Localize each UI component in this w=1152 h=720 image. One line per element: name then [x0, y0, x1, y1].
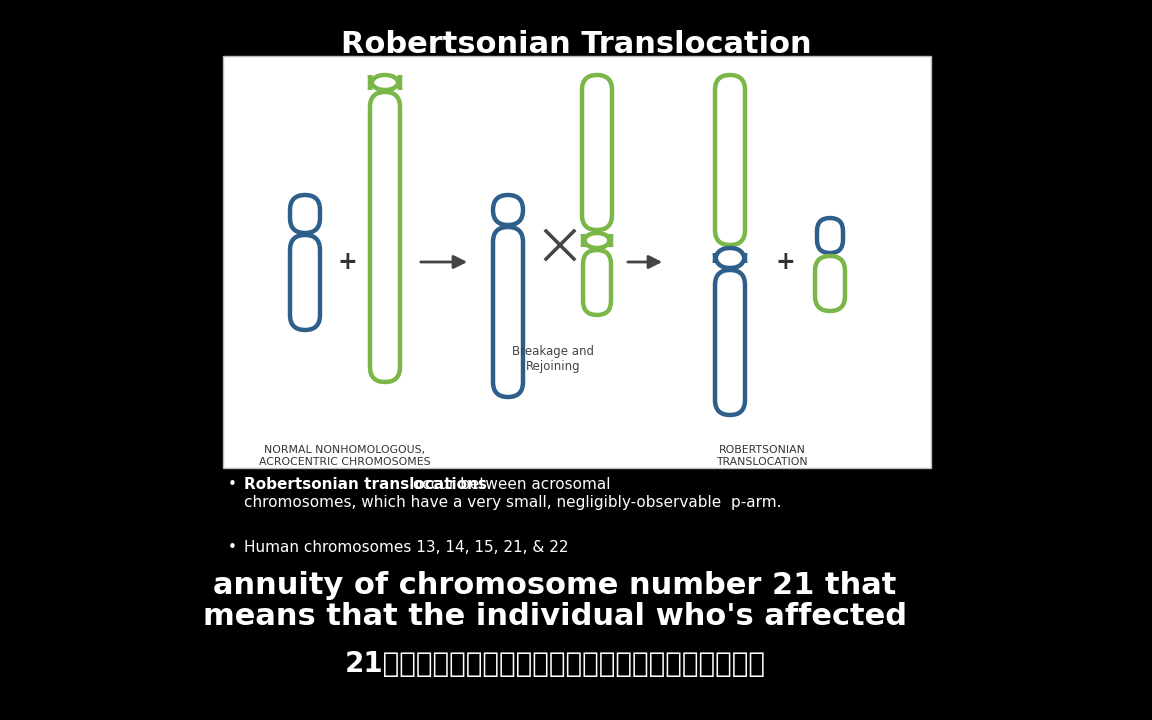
- Text: •: •: [228, 477, 237, 492]
- Text: ROBERTSONIAN
TRANSLOCATION: ROBERTSONIAN TRANSLOCATION: [717, 445, 808, 467]
- Text: Robertsonian Translocation: Robertsonian Translocation: [341, 30, 811, 59]
- Text: chromosomes, which have a very small, negligibly-observable  p-arm.: chromosomes, which have a very small, ne…: [244, 495, 781, 510]
- Text: means that the individual who's affected: means that the individual who's affected: [203, 602, 907, 631]
- Text: +: +: [775, 250, 795, 274]
- Text: annuity of chromosome number 21 that: annuity of chromosome number 21 that: [213, 571, 896, 600]
- Text: •: •: [228, 540, 237, 555]
- Text: 21号染色体的年金；这意味着受唐氏综合症影响的个体: 21号染色体的年金；这意味着受唐氏综合症影响的个体: [344, 650, 765, 678]
- Text: Robertsonian translocations: Robertsonian translocations: [244, 477, 487, 492]
- Bar: [223, 56, 931, 468]
- Text: Human chromosomes 13, 14, 15, 21, & 22: Human chromosomes 13, 14, 15, 21, & 22: [244, 540, 568, 555]
- Text: +: +: [338, 250, 357, 274]
- Text: NORMAL NONHOMOLOGOUS,
ACROCENTRIC CHROMOSOMES: NORMAL NONHOMOLOGOUS, ACROCENTRIC CHROMO…: [259, 445, 431, 467]
- Text: occur between acrosomal: occur between acrosomal: [408, 477, 611, 492]
- Text: Breakage and
Rejoining: Breakage and Rejoining: [511, 345, 594, 373]
